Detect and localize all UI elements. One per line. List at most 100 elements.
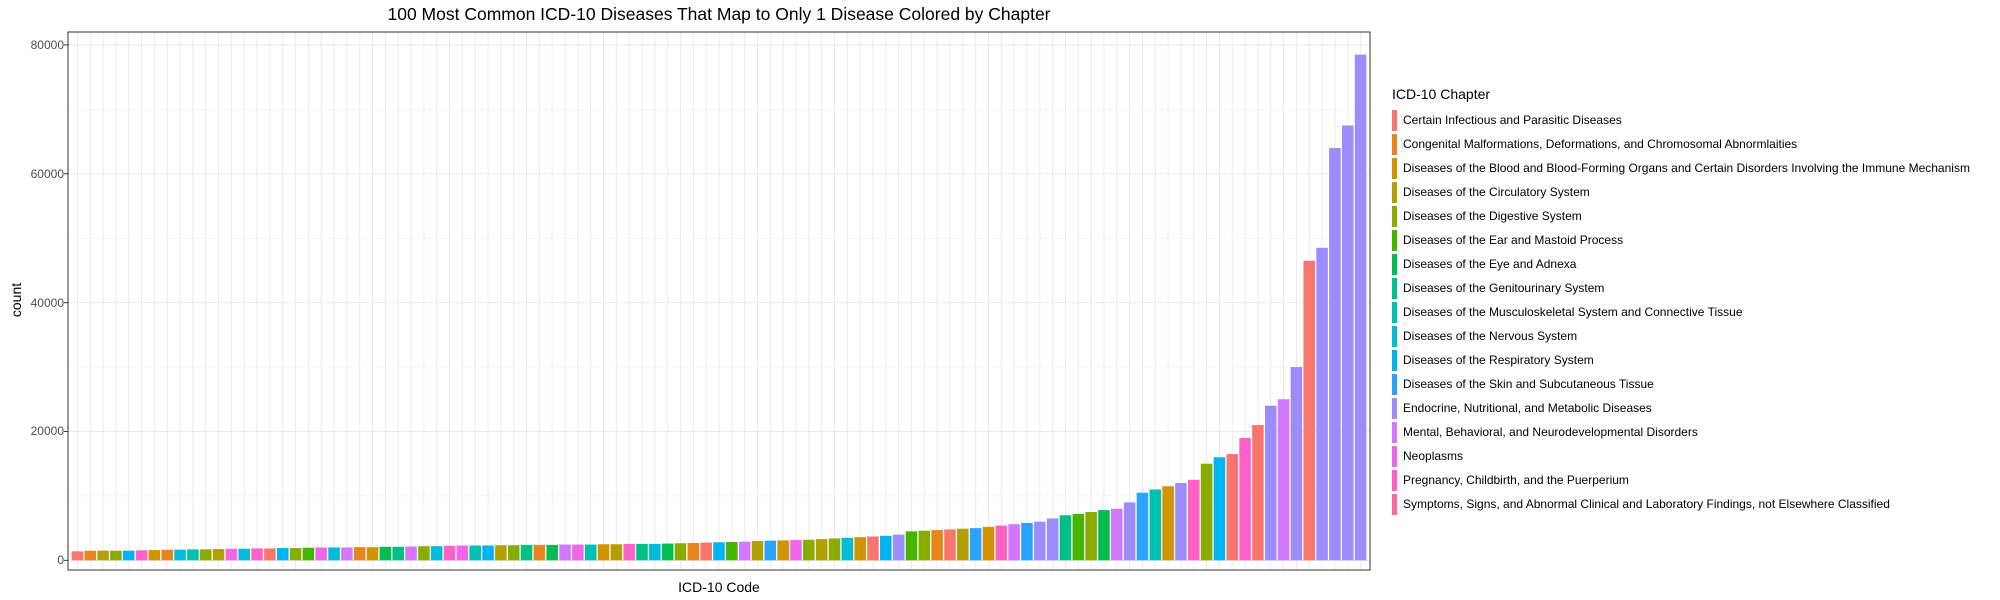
bar	[187, 549, 199, 561]
bar	[957, 528, 969, 561]
bar	[520, 544, 533, 561]
bar	[405, 546, 417, 561]
bar	[1111, 508, 1123, 561]
legend-item: Diseases of the Ear and Mastoid Process	[1392, 228, 1970, 252]
legend-swatch	[1392, 397, 1397, 419]
bar	[610, 544, 623, 561]
legend-label: Diseases of the Digestive System	[1403, 209, 1582, 223]
bar	[751, 541, 764, 561]
bar	[418, 546, 430, 561]
legend-label: Congenital Malformations, Deformations, …	[1403, 137, 1798, 151]
bar	[995, 525, 1008, 561]
bar	[264, 548, 276, 561]
legend-item: Congenital Malformations, Deformations, …	[1392, 132, 1970, 156]
bar	[1329, 147, 1341, 561]
bar	[161, 549, 174, 561]
bar	[854, 537, 866, 561]
bar	[456, 545, 469, 561]
legend-item: Diseases of the Respiratory System	[1392, 348, 1970, 372]
y-axis-ticks	[64, 44, 68, 561]
bar	[777, 540, 789, 561]
bar	[1303, 260, 1316, 561]
bar	[1136, 492, 1149, 561]
legend-label: Diseases of the Respiratory System	[1403, 353, 1594, 367]
bar	[1200, 463, 1213, 561]
legend-item: Diseases of the Eye and Adnexa	[1392, 252, 1970, 276]
bar	[289, 548, 302, 561]
bar	[1149, 489, 1162, 561]
legend-swatch	[1392, 109, 1397, 131]
bar	[1341, 125, 1354, 561]
bar	[815, 539, 828, 561]
bar	[392, 546, 404, 561]
bar	[790, 540, 802, 561]
legend-swatch	[1392, 349, 1397, 371]
bar	[110, 550, 122, 561]
bar	[238, 548, 250, 561]
bar	[1264, 405, 1277, 561]
bar	[931, 530, 943, 561]
bar	[918, 530, 931, 561]
legend-item: Certain Infectious and Parasitic Disease…	[1392, 108, 1970, 132]
bar	[495, 545, 507, 561]
legend-swatch	[1392, 229, 1397, 251]
bar	[1123, 502, 1136, 561]
bar	[1213, 457, 1226, 561]
bar	[880, 535, 892, 561]
bar	[803, 539, 815, 561]
x-axis-label: ICD-10 Code	[678, 579, 760, 595]
bar	[1072, 513, 1085, 561]
bar	[1175, 483, 1187, 561]
legend-label: Pregnancy, Childbirth, and the Puerperiu…	[1403, 473, 1629, 487]
legend-item: Mental, Behavioral, and Neurodevelopment…	[1392, 420, 1970, 444]
bar	[636, 543, 648, 561]
bar	[379, 546, 392, 561]
legend-label: Endocrine, Nutritional, and Metabolic Di…	[1403, 401, 1652, 415]
bar	[700, 542, 712, 561]
bar	[1034, 521, 1046, 561]
bar	[533, 544, 546, 561]
legend-swatch	[1392, 181, 1397, 203]
legend-swatch	[1392, 445, 1397, 467]
bar	[969, 528, 982, 561]
legend: ICD-10 Chapter Certain Infectious and Pa…	[1392, 86, 1970, 516]
bar	[174, 549, 186, 561]
bar	[649, 543, 661, 561]
bar	[674, 543, 687, 561]
legend-label: Diseases of the Eye and Adnexa	[1403, 257, 1577, 271]
bar	[584, 544, 597, 561]
bar	[122, 550, 135, 561]
legend-item: Endocrine, Nutritional, and Metabolic Di…	[1392, 396, 1970, 420]
y-tick-label: 80000	[30, 37, 64, 52]
bar	[97, 550, 109, 561]
legend-label: Diseases of the Skin and Subcutaneous Ti…	[1403, 377, 1654, 391]
bar	[443, 545, 456, 561]
legend-items: Certain Infectious and Parasitic Disease…	[1392, 108, 1970, 516]
legend-label: Diseases of the Nervous System	[1403, 329, 1578, 343]
bar	[1239, 437, 1251, 561]
bar	[430, 546, 443, 561]
legend-item: Diseases of the Digestive System	[1392, 204, 1970, 228]
bar	[726, 541, 738, 561]
major-gridlines	[68, 32, 1370, 570]
bar	[302, 547, 315, 561]
legend-label: Symptoms, Signs, and Abnormal Clinical a…	[1403, 497, 1890, 511]
legend-swatch	[1392, 493, 1397, 515]
legend-label: Diseases of the Musculoskeletal System a…	[1403, 305, 1743, 319]
bar	[738, 541, 751, 561]
legend-swatch	[1392, 157, 1397, 179]
bar	[713, 542, 725, 561]
bar	[1277, 399, 1290, 561]
bar	[546, 544, 558, 561]
bar	[687, 542, 700, 561]
bar	[148, 550, 161, 561]
chart-title: 100 Most Common ICD-10 Diseases That Map…	[387, 4, 1051, 24]
bar	[764, 540, 777, 561]
y-axis-label: count	[8, 282, 24, 318]
bar	[623, 543, 635, 561]
y-tick-label: 20000	[30, 424, 64, 439]
y-tick-label: 60000	[30, 166, 64, 181]
legend-item: Diseases of the Skin and Subcutaneous Ti…	[1392, 372, 1970, 396]
y-tick-label: 0	[57, 553, 64, 568]
legend-item: Diseases of the Musculoskeletal System a…	[1392, 300, 1970, 324]
